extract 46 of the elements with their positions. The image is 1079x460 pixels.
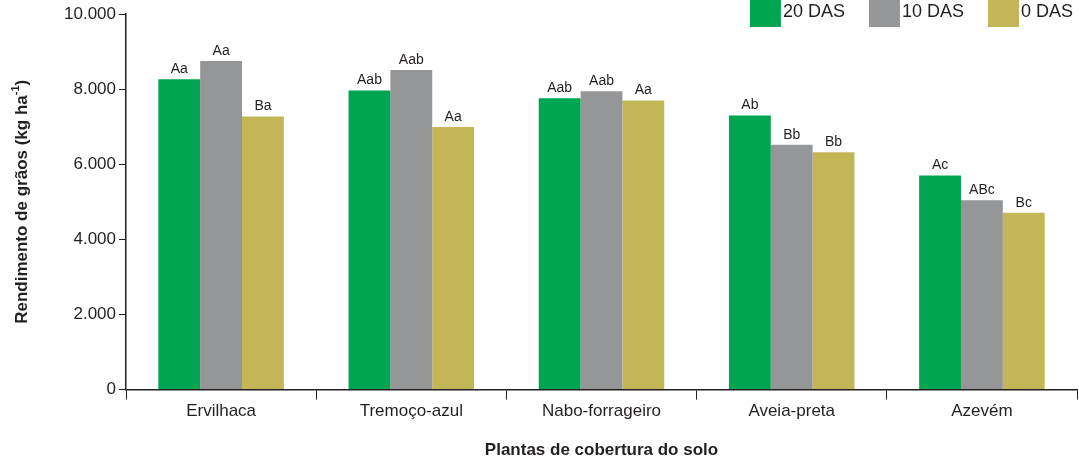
data-label: Ab <box>741 96 759 113</box>
x-tick-label: Nabo-forrageiro <box>541 401 662 421</box>
y-tick-label: 10.000 <box>64 3 116 23</box>
data-label: Aab <box>357 71 383 88</box>
bar <box>728 115 771 390</box>
bar <box>348 90 391 390</box>
data-label: Bb <box>824 133 843 150</box>
y-tick-label: 4.000 <box>73 229 116 249</box>
bar <box>919 175 961 390</box>
data-label: Ba <box>254 97 272 114</box>
x-tick-label: Ervilhaca <box>186 401 257 421</box>
x-tick-label: Aveia-preta <box>748 401 836 421</box>
y-tick-label: 2.000 <box>73 304 116 324</box>
legend-label: 20 DAS <box>782 0 845 21</box>
bar <box>538 98 581 390</box>
data-label: Aa <box>444 107 462 124</box>
data-label: Aa <box>634 81 653 98</box>
data-label: Aa <box>170 60 189 77</box>
bar <box>1002 212 1045 390</box>
data-label: Aa <box>212 41 230 58</box>
y-tick-label: 6.000 <box>73 153 116 173</box>
data-label: Ac <box>931 156 949 173</box>
y-tick-label: 0 <box>106 379 116 399</box>
bar <box>960 200 1003 390</box>
y-tick-label: 8.000 <box>73 78 116 98</box>
data-label: ABc <box>969 181 995 198</box>
bar <box>622 100 665 390</box>
x-tick-label: Azevém <box>951 401 1013 421</box>
bar <box>242 116 284 390</box>
bar <box>812 152 855 390</box>
data-label: Bc <box>1015 193 1032 210</box>
data-label: Aab <box>589 72 615 89</box>
bar <box>390 69 433 390</box>
x-tick-label: Tremoço-azul <box>359 401 463 421</box>
bar <box>200 60 243 390</box>
bar <box>770 144 813 390</box>
data-label: Aab <box>547 78 573 95</box>
bar <box>432 127 475 390</box>
x-axis-title: Plantas de cobertura do solo <box>484 439 719 459</box>
legend-label: 0 DAS <box>1020 0 1074 21</box>
y-axis-title: Rendimento de grãos (kg ha-1) <box>9 79 31 324</box>
data-label: Bb <box>783 125 801 142</box>
legend-label: 10 DAS <box>901 0 964 21</box>
bar <box>580 91 623 390</box>
data-label: Aab <box>398 50 424 67</box>
bar <box>158 79 201 390</box>
